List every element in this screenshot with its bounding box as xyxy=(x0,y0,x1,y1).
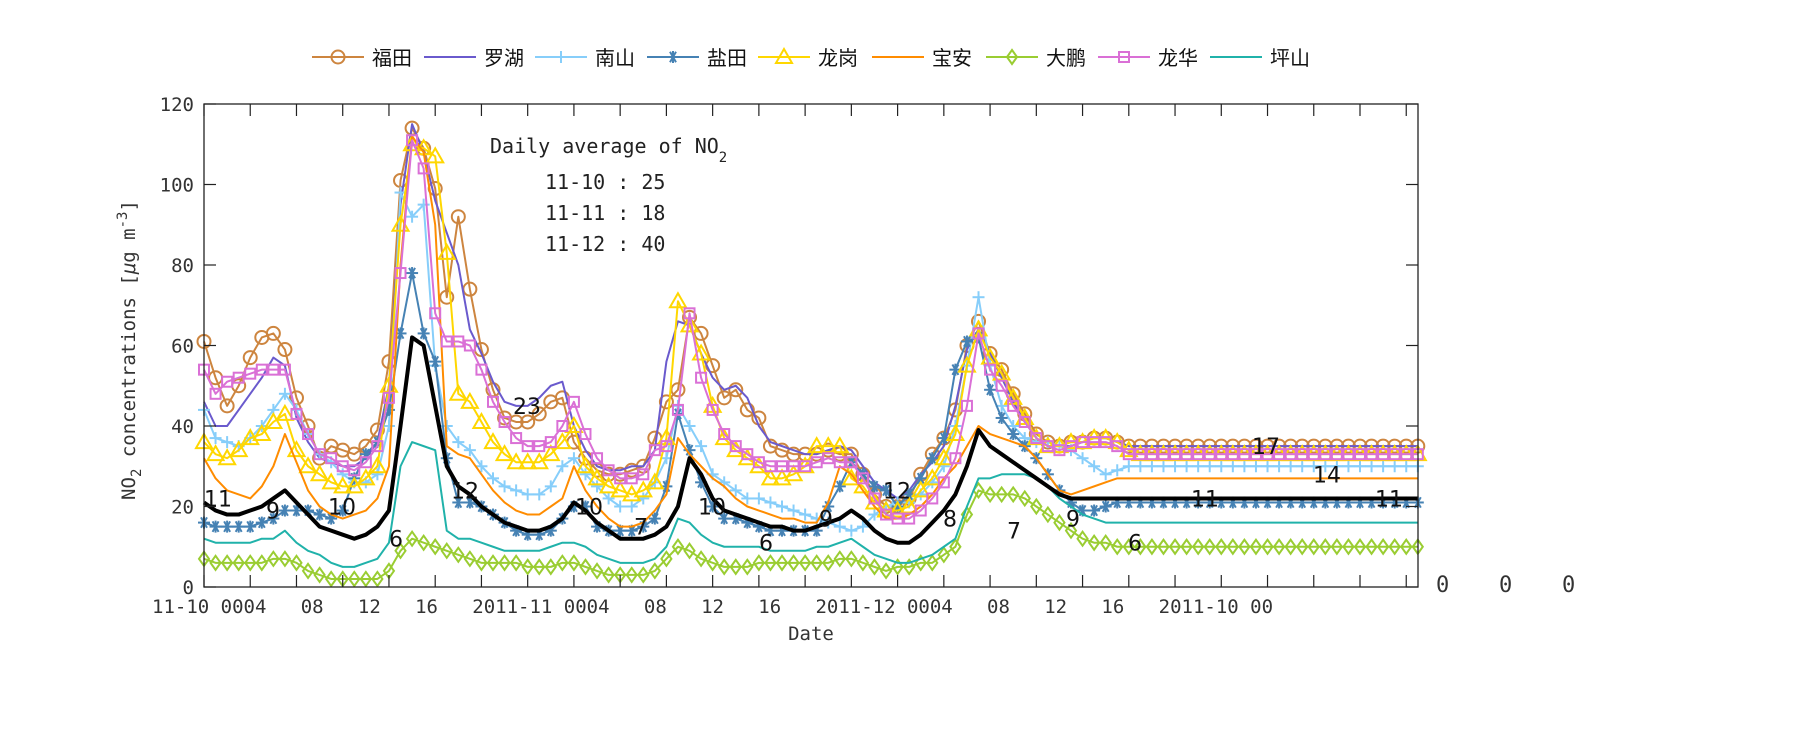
right-zero-label: 0 xyxy=(1562,573,1575,598)
average-value-label: 12 xyxy=(883,479,911,504)
annotation-line: 11-12 : 40 xyxy=(545,232,665,256)
legend-label: 南山 xyxy=(595,46,635,70)
annotation-title: Daily average of NO2 xyxy=(490,134,727,166)
right-zero-label: 0 xyxy=(1436,573,1449,598)
series-大鹏 xyxy=(197,481,1425,588)
plot-area: 11 9 10 6 12 23 10 7 10 6 9 12 8 7 9 6 11 17 14 11 xyxy=(194,120,1428,588)
average-value-label: 11 xyxy=(1191,487,1219,512)
legend-item: 龙华 xyxy=(1098,46,1198,70)
legend-label: 宝安 xyxy=(932,46,972,70)
series-龙华 xyxy=(198,134,1424,525)
legend-item: 福田 xyxy=(312,46,412,70)
legend-label: 罗湖 xyxy=(484,46,524,70)
average-value-label: 23 xyxy=(513,395,541,420)
average-value-label: 10 xyxy=(328,496,356,521)
legend-label: 福田 xyxy=(372,46,412,70)
y-tick-label: 0 xyxy=(183,577,194,599)
series-坪山 xyxy=(203,441,1418,568)
legend-label: 龙岗 xyxy=(818,46,858,70)
average-value-label: 6 xyxy=(759,532,773,557)
y-axis-label: NO2 concentrations [μg m-3] xyxy=(115,200,145,500)
legend: 福田 罗湖 南山 盐田 龙岗 宝安 大鹏 龙华 坪山 xyxy=(312,46,1310,70)
y-tick-label: 60 xyxy=(171,336,194,358)
average-value-label: 9 xyxy=(1066,508,1080,533)
series-Average xyxy=(202,335,1418,545)
average-value-label: 14 xyxy=(1313,463,1341,488)
average-value-label: 8 xyxy=(943,508,957,533)
x-tick-labels: 11-10 0004 08 12 16 2011-11 0004 08 12 1… xyxy=(152,596,1273,618)
daily-average-annotation: Daily average of NO2 11-10 : 25 11-11 : 18… xyxy=(490,134,727,256)
y-tick-label: 120 xyxy=(160,94,194,116)
average-value-label: 11 xyxy=(204,487,232,512)
average-value-label: 10 xyxy=(698,496,726,521)
legend-item: 龙岗 xyxy=(758,46,858,70)
legend-label: 坪山 xyxy=(1270,46,1310,70)
average-value-label: 11 xyxy=(1375,487,1403,512)
legend-item: 宝安 xyxy=(872,46,972,70)
right-zero-label: 0 xyxy=(1499,573,1512,598)
y-tick-label: 40 xyxy=(171,416,194,438)
series-罗湖 xyxy=(203,123,1418,500)
y-tick-label: 20 xyxy=(171,497,194,519)
x-axis-label: Date xyxy=(788,623,834,645)
average-value-label: 9 xyxy=(819,508,833,533)
legend-item: 坪山 xyxy=(1210,46,1310,70)
y-tick-label: 80 xyxy=(171,255,194,277)
average-value-label: 7 xyxy=(1007,520,1021,545)
average-value-label: 6 xyxy=(389,528,403,553)
legend-label: 龙华 xyxy=(1158,46,1198,70)
legend-item: 南山 xyxy=(535,46,635,70)
y-tick-label: 100 xyxy=(160,175,194,197)
legend-label: 盐田 xyxy=(707,46,747,70)
legend-item: 大鹏 xyxy=(986,46,1086,70)
average-value-label: 7 xyxy=(634,516,648,541)
average-value-label: 10 xyxy=(575,496,603,521)
legend-item: 盐田 xyxy=(647,46,747,70)
legend-label: 大鹏 xyxy=(1046,46,1086,70)
legend-item: 罗湖 xyxy=(424,46,524,70)
annotation-line: 11-10 : 25 xyxy=(545,170,665,194)
average-value-label: 17 xyxy=(1252,435,1280,460)
average-value-label: 6 xyxy=(1128,532,1142,557)
average-value-label: 12 xyxy=(451,479,479,504)
average-value-label: 9 xyxy=(266,500,280,525)
annotation-line: 11-11 : 18 xyxy=(545,201,665,225)
